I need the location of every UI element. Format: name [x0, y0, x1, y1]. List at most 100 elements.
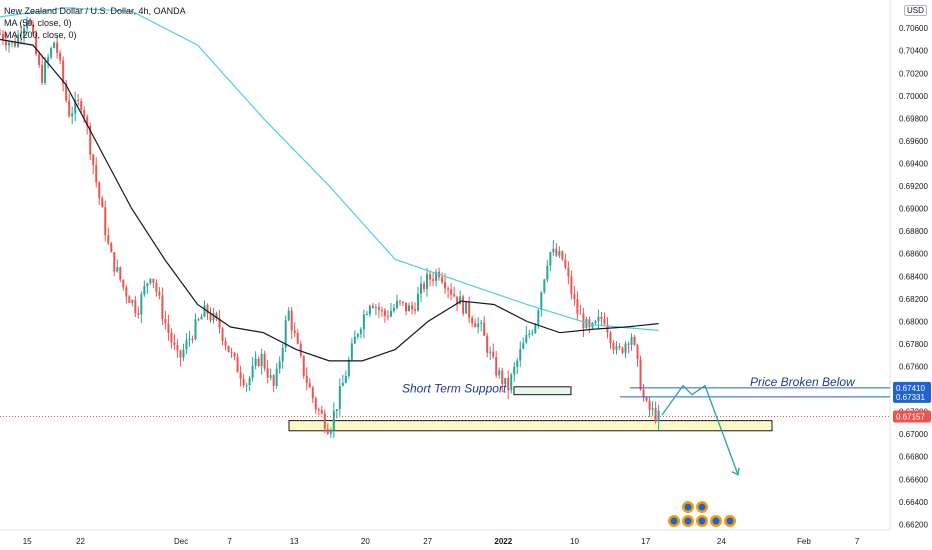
candle-body — [182, 349, 185, 358]
price-badge — [893, 410, 931, 423]
candle-body — [615, 346, 618, 350]
y-tick-label: 0.70600 — [899, 24, 928, 33]
y-tick-label: 0.68000 — [899, 317, 928, 326]
ma200-line — [0, 7, 659, 332]
candle-body — [326, 428, 329, 434]
candle-body — [203, 305, 206, 317]
candle-body — [582, 313, 585, 329]
candle-body — [492, 351, 495, 357]
candle-body — [534, 324, 537, 333]
candle-body — [450, 289, 453, 295]
candle-body — [636, 344, 639, 360]
candle-body — [164, 319, 167, 324]
candle-body — [293, 330, 296, 334]
candle-body — [152, 278, 155, 283]
x-tick-label: 2022 — [494, 537, 512, 546]
candle-body — [80, 100, 83, 110]
projection-arrow — [731, 467, 740, 476]
x-tick-label: 7 — [227, 537, 232, 546]
candle-body — [86, 116, 89, 126]
candle-body — [29, 20, 32, 25]
candle-body — [639, 359, 642, 390]
y-tick-label: 0.70000 — [899, 92, 928, 101]
candle-body — [558, 251, 561, 256]
x-tick-label: 27 — [423, 537, 432, 546]
candle-body — [116, 267, 119, 272]
candle-body — [233, 352, 236, 357]
candle-body — [179, 350, 182, 358]
candle-body — [200, 316, 203, 320]
candle-body — [239, 372, 242, 379]
candle-body — [251, 365, 254, 379]
candle-body — [561, 251, 564, 260]
candle-body — [212, 313, 215, 321]
candle-body — [411, 305, 414, 310]
candle-body — [56, 42, 59, 53]
candle-body — [594, 321, 597, 324]
candle-body — [630, 336, 633, 345]
candle-body — [404, 302, 407, 312]
candle-body — [299, 343, 302, 356]
candle-body — [477, 323, 480, 328]
short-term-support-label: Short Term Support — [402, 382, 507, 396]
candle-body — [311, 387, 314, 399]
short-term-support-zone — [513, 386, 572, 396]
candle-body — [531, 332, 534, 334]
candle-body — [389, 310, 392, 317]
economic-event-flag-icon — [698, 503, 706, 511]
economic-event-flag-icon — [698, 517, 706, 525]
candle-body — [263, 353, 266, 369]
candle-body — [498, 370, 501, 376]
candle-body — [579, 313, 582, 315]
x-tick-label: 22 — [76, 537, 85, 546]
currency-button[interactable]: USD — [904, 5, 927, 16]
candle-body — [254, 358, 257, 366]
candle-body — [272, 375, 275, 386]
candle-body — [489, 351, 492, 353]
candle-body — [314, 398, 317, 410]
candle-body — [113, 252, 116, 272]
candle-body — [576, 299, 579, 314]
candle-body — [395, 300, 398, 308]
candle-body — [407, 305, 410, 312]
candle-body — [143, 286, 146, 295]
price-badge-label: 0.67410 — [896, 384, 925, 393]
candle-body — [23, 28, 26, 36]
candle-body — [230, 351, 233, 353]
y-tick-label: 0.69400 — [899, 160, 928, 169]
candle-body — [456, 296, 459, 305]
candle-body — [92, 154, 95, 166]
candle-body — [95, 165, 98, 183]
candle-body — [480, 322, 483, 324]
candle-body — [585, 319, 588, 329]
candle-body — [119, 267, 122, 280]
candle-body — [104, 207, 107, 236]
y-tick-label: 0.69000 — [899, 205, 928, 214]
candle-body — [501, 370, 504, 385]
price-badge — [893, 390, 931, 403]
candle-body — [429, 274, 432, 280]
candle-body — [633, 336, 636, 345]
candle-body — [546, 265, 549, 280]
candle-body — [362, 314, 365, 330]
candle-body — [570, 276, 573, 295]
candle-body — [420, 283, 423, 294]
candle-body — [161, 295, 164, 320]
candle-body — [53, 42, 56, 48]
candle-body — [248, 378, 251, 386]
candle-body — [543, 279, 546, 293]
candle-body — [227, 345, 230, 352]
economic-event-flag-icon — [684, 503, 692, 511]
candle-body — [417, 293, 420, 311]
y-tick-label: 0.68400 — [899, 272, 928, 281]
candle-body — [516, 360, 519, 367]
candle-body — [380, 309, 383, 311]
candle-body — [483, 322, 486, 336]
candle-body — [564, 259, 567, 268]
candle-body — [122, 279, 125, 288]
price-badge-label: 0.67331 — [896, 393, 925, 402]
x-tick-label: 17 — [641, 537, 650, 546]
candle-body — [128, 296, 131, 303]
candle-body — [441, 277, 444, 283]
